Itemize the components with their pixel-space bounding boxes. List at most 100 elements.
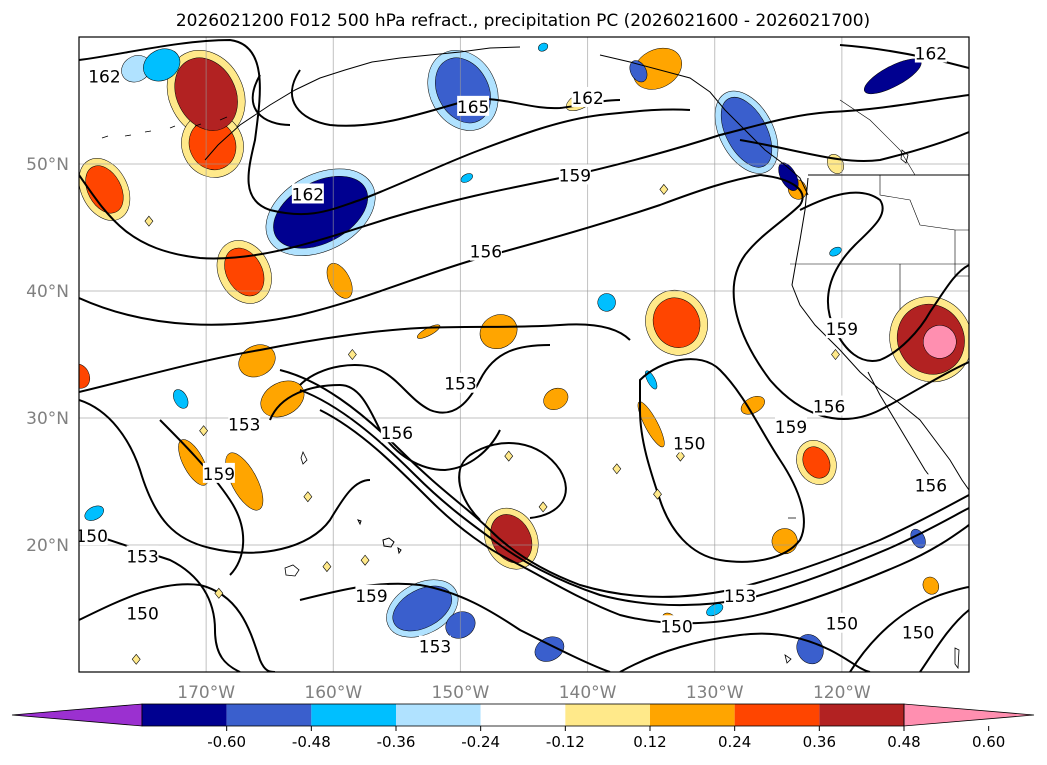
colorbar-segment — [311, 704, 396, 726]
contour-label-bg — [126, 602, 159, 623]
precip-cell — [534, 636, 565, 662]
lon-tick-label: 120°W — [813, 683, 871, 703]
contour-150-swirl — [458, 442, 567, 521]
contour-label-bg — [558, 164, 591, 185]
precip-cell — [910, 528, 926, 549]
state-lines — [790, 175, 969, 310]
small-cell — [199, 425, 208, 437]
small-cell — [612, 463, 622, 475]
precip-cell — [224, 247, 265, 297]
contour-label: 159 — [775, 418, 807, 438]
contour-label-bg — [228, 413, 261, 434]
contour-153-south — [79, 529, 241, 672]
contour-label: 156 — [813, 398, 845, 418]
lon-tick-label: 130°W — [686, 683, 744, 703]
contour-label-bg — [660, 615, 693, 636]
small-cell — [144, 215, 154, 227]
precip-cell — [802, 446, 831, 479]
lat-tick-label: 30°N — [26, 409, 69, 429]
contour-label-bg — [825, 612, 858, 633]
contour-150-south — [79, 583, 276, 672]
lon-tick-label: 160°W — [304, 683, 362, 703]
colorbar-tick-label: 0.36 — [803, 733, 836, 751]
contour-label: 165 — [457, 98, 489, 118]
lon-tick-label: 140°W — [559, 683, 617, 703]
small-cell — [360, 554, 370, 566]
contour-165 — [290, 69, 621, 127]
contour-label-bg — [724, 584, 757, 605]
precip-cell — [85, 165, 124, 214]
precip-cell — [771, 528, 798, 555]
contour-label-bg — [914, 474, 947, 495]
colorbar-segment — [226, 704, 312, 726]
contour-label: 162 — [88, 67, 120, 87]
precip-cell — [178, 439, 209, 486]
precip-cell — [460, 173, 473, 183]
small-cell — [676, 450, 685, 462]
precip-cell — [652, 297, 701, 348]
colorbar-segment — [565, 704, 650, 726]
colorbar-extend-low — [11, 703, 143, 727]
lon-tick-label: 150°W — [432, 683, 490, 703]
contour-label-bg — [444, 372, 477, 393]
lon-tick-labels: 170°W 160°W 150°W 140°W 130°W 120°W — [177, 683, 871, 703]
contour-label-bg — [79, 525, 108, 546]
contour-jet-3 — [319, 409, 969, 625]
precip-cell — [479, 314, 518, 349]
precip-cell — [225, 452, 264, 511]
contour-label: 150 — [826, 615, 858, 635]
contour-159-north — [79, 94, 969, 260]
contour-153-west — [79, 399, 371, 554]
small-cell — [659, 183, 669, 195]
contour-jet-2 — [299, 389, 969, 607]
contour-label-bg — [126, 545, 159, 566]
contour-label-bg — [825, 318, 858, 339]
contour-label: 150 — [75, 527, 107, 547]
contour-label: 150 — [902, 624, 934, 644]
contour-jet-1 — [279, 369, 969, 598]
colorbar-tick-label: -0.24 — [461, 733, 500, 751]
contour-label: 150 — [126, 605, 158, 625]
colorbar-segment — [480, 704, 566, 726]
colorbar-tick-label: -0.36 — [377, 733, 416, 751]
contour-159-south — [299, 582, 611, 672]
colorbar-tick-label: 0.12 — [633, 733, 666, 751]
plot-frame — [78, 36, 970, 673]
alaska-peninsula-coast — [204, 46, 521, 161]
contour-label-layer: 162 165 162 162 159 162 156 159 153 153 156 159 150 1… — [75, 42, 947, 658]
precip-cell — [79, 363, 91, 389]
precip-cell — [597, 293, 616, 312]
precip-cell — [829, 246, 842, 257]
colorbar-segment — [650, 704, 735, 726]
precip-cell — [796, 634, 824, 665]
lat-tick-label: 50°N — [26, 155, 69, 175]
contour-label: 159 — [826, 320, 858, 340]
lat-tick-labels: 50°N 40°N 30°N 20°N — [26, 155, 69, 556]
contour-label-bg — [902, 621, 935, 642]
contour-label-bg — [291, 183, 324, 204]
contour-label: 156 — [381, 424, 413, 444]
colorbar: -0.60 -0.48 -0.36 -0.24 -0.12 0.12 0.24 0.36 0.4… — [11, 703, 1035, 751]
coastlines — [101, 46, 969, 670]
colorbar-frame — [141, 703, 905, 727]
contour-label: 159 — [559, 166, 591, 186]
contour-label: 153 — [419, 638, 451, 658]
small-cell — [131, 653, 141, 665]
small-cell — [538, 501, 548, 513]
small-cell — [504, 450, 514, 462]
contour-159-west — [159, 419, 245, 576]
gridlines — [79, 37, 969, 672]
small-cell — [653, 488, 662, 500]
lat-tick-label: 40°N — [26, 282, 69, 302]
alaska-panhandle-coast — [599, 54, 809, 196]
chart-title: 2026021200 F012 500 hPa refract., precip… — [176, 11, 870, 31]
colorbar-segment — [819, 704, 904, 726]
colorbar-segment — [396, 704, 481, 726]
small-cell — [831, 349, 840, 360]
precip-cell — [173, 389, 189, 409]
precip-cell — [740, 396, 765, 415]
contour-label: 150 — [660, 617, 692, 637]
precip-cell — [922, 325, 957, 359]
contour-156-north — [79, 174, 761, 326]
